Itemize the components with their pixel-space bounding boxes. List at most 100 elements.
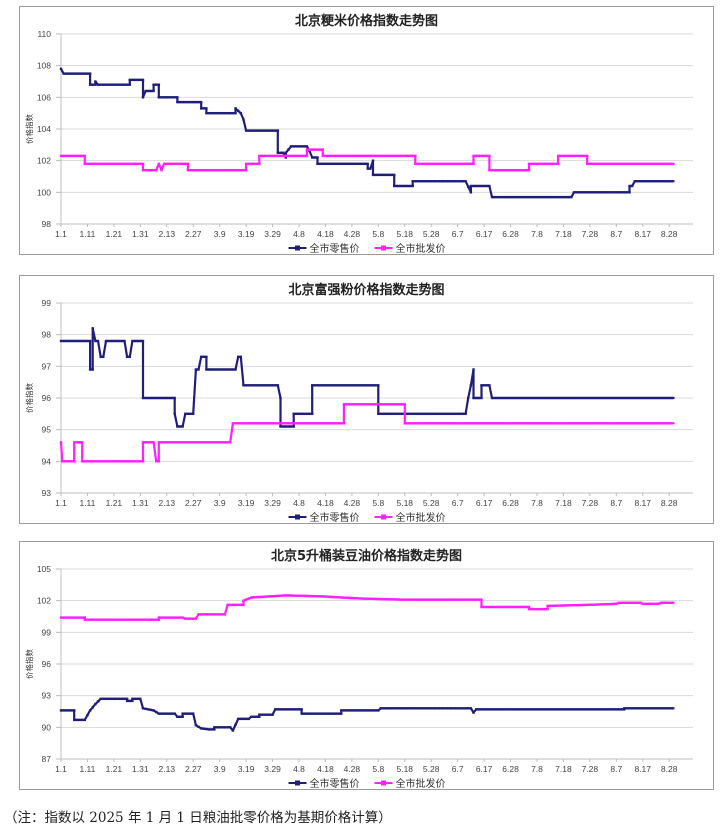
data-point	[379, 403, 383, 406]
legend-swatch-marker	[381, 514, 386, 520]
data-point	[255, 384, 258, 387]
data-point	[202, 613, 205, 616]
data-point	[556, 604, 560, 607]
data-point	[83, 339, 86, 343]
data-point	[226, 603, 229, 607]
data-point	[366, 162, 369, 166]
data-point	[300, 145, 303, 148]
data-point	[480, 598, 483, 601]
data-point	[546, 422, 549, 425]
data-point	[586, 154, 589, 158]
data-point	[141, 96, 145, 99]
data-point	[564, 604, 568, 607]
data-point	[147, 618, 150, 621]
data-point	[120, 162, 124, 166]
data-point	[435, 162, 438, 166]
data-point	[231, 111, 235, 115]
data-point	[477, 598, 481, 601]
data-point	[379, 173, 383, 177]
data-point	[125, 162, 129, 166]
data-point	[638, 396, 642, 400]
data-point	[334, 154, 338, 158]
data-point	[117, 618, 121, 621]
data-point	[387, 707, 391, 710]
data-point	[604, 603, 607, 606]
data-point	[292, 425, 295, 428]
data-point	[311, 594, 314, 598]
data-point	[279, 154, 282, 158]
data-point	[284, 154, 287, 158]
data-point	[59, 339, 63, 343]
data-point	[268, 595, 272, 598]
data-point	[213, 111, 216, 115]
data-point	[229, 168, 232, 172]
data-point	[186, 712, 190, 715]
data-point	[326, 162, 330, 166]
data-point	[268, 129, 272, 132]
data-point	[533, 607, 536, 611]
data-point	[546, 162, 549, 166]
data-point	[62, 72, 65, 75]
data-point	[665, 162, 668, 166]
data-point	[416, 422, 420, 425]
data-point	[382, 154, 385, 158]
data-point	[199, 107, 203, 110]
data-point	[149, 708, 153, 712]
data-point	[244, 162, 248, 166]
data-point	[374, 403, 377, 406]
data-point	[509, 422, 512, 425]
data-point	[337, 712, 340, 715]
data-point	[337, 422, 340, 425]
data-point	[104, 339, 108, 343]
data-point	[525, 396, 528, 400]
data-point	[226, 111, 229, 115]
data-point	[348, 154, 351, 158]
data-point	[210, 441, 213, 444]
data-point	[88, 162, 92, 166]
data-point	[284, 151, 287, 154]
x-tick-label: 6.28	[502, 764, 519, 774]
data-point	[411, 184, 414, 188]
data-point	[160, 616, 163, 619]
data-point	[527, 605, 531, 609]
legend-swatch-marker	[295, 780, 300, 786]
data-point	[305, 154, 309, 158]
data-point	[395, 154, 399, 158]
data-point	[73, 72, 76, 75]
data-point	[408, 598, 412, 601]
data-point	[583, 422, 586, 425]
data-point	[646, 162, 650, 166]
data-point	[229, 441, 232, 444]
data-point	[392, 173, 396, 177]
data-point	[657, 602, 660, 606]
data-point	[59, 709, 63, 712]
data-point	[268, 384, 272, 387]
data-point	[239, 111, 243, 115]
data-point	[591, 708, 594, 711]
data-point	[525, 422, 528, 425]
data-point	[427, 707, 430, 710]
data-point	[353, 154, 356, 158]
data-point	[337, 596, 340, 599]
data-point	[136, 339, 139, 343]
data-point	[543, 422, 547, 425]
data-point	[292, 594, 295, 597]
data-point	[445, 412, 449, 416]
series-markers-retail	[59, 327, 674, 428]
data-point	[628, 191, 631, 194]
data-point	[348, 384, 351, 387]
data-point	[318, 148, 322, 151]
data-point	[75, 72, 79, 75]
data-point	[638, 601, 642, 604]
data-point	[390, 403, 393, 406]
data-point	[355, 384, 359, 387]
legend-item-retail: 全市零售价	[288, 777, 360, 789]
data-point	[340, 709, 343, 712]
data-point	[324, 595, 327, 598]
data-point	[332, 422, 335, 425]
legend-swatch-marker	[295, 245, 300, 251]
data-point	[279, 151, 282, 154]
data-point	[652, 180, 655, 183]
data-point	[128, 618, 131, 621]
data-point	[596, 422, 600, 425]
